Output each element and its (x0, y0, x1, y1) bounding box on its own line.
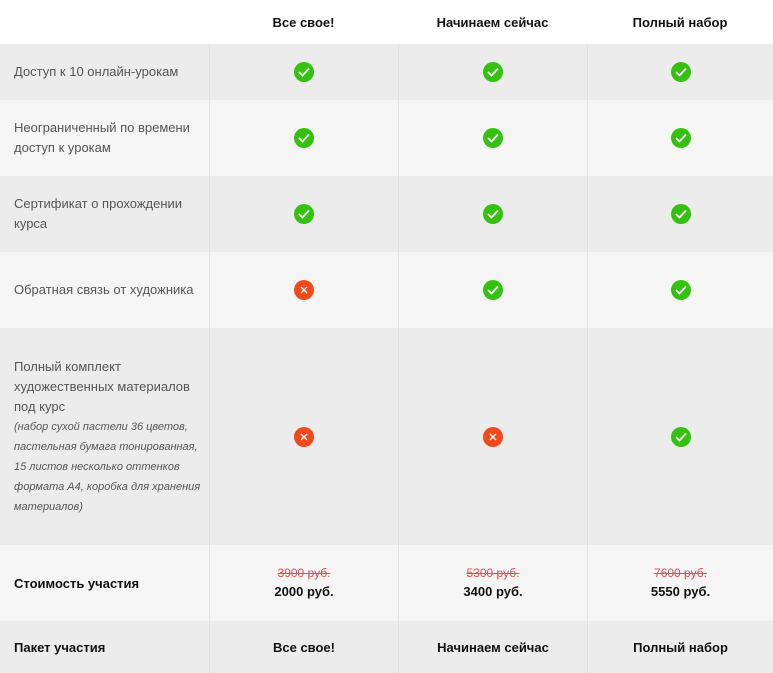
package-plan-2[interactable]: Начинаем сейчас (398, 621, 587, 673)
feature-5-plan-3 (587, 328, 773, 545)
check-icon (670, 62, 691, 82)
feature-5-plan-2 (398, 328, 587, 545)
check-icon (294, 62, 314, 82)
feature-3-plan-1 (209, 176, 398, 252)
feature-4-plan-1 (209, 252, 398, 328)
feature-5-plan-1 (209, 328, 398, 545)
feature-label: Полный комплект художественных материало… (14, 358, 190, 414)
package-plan-3[interactable]: Полный набор (587, 621, 773, 673)
feature-row-unlimited-access: Неограниченный по времени доступ к урока… (0, 100, 773, 176)
price-plan-3: 7600 руб. 5550 руб. (587, 545, 773, 621)
feature-1-plan-1 (209, 44, 398, 100)
price-row: Стоимость участия 3900 руб. 2000 руб. 53… (0, 545, 773, 621)
feature-1-plan-3 (587, 44, 773, 100)
feature-4-plan-2 (398, 252, 587, 328)
old-price: 3900 руб. (277, 566, 331, 580)
old-price: 7600 руб. (654, 566, 707, 580)
package-name[interactable]: Полный набор (633, 639, 728, 655)
check-icon (294, 128, 314, 148)
cross-icon (483, 426, 503, 447)
price-plan-2: 5300 руб. 3400 руб. (398, 545, 587, 621)
feature-label: Неограниченный по времени доступ к урока… (14, 120, 190, 155)
feature-row-feedback: Обратная связь от художника (0, 252, 773, 328)
feature-cell: Сертификат о прохождении курса (0, 176, 209, 252)
package-label: Пакет участия (14, 639, 106, 655)
check-icon (483, 280, 503, 300)
feature-note: (набор сухой пастели 36 цветов, пастельн… (14, 420, 201, 513)
package-name[interactable]: Начинаем сейчас (437, 639, 549, 655)
feature-3-plan-2 (398, 176, 587, 252)
check-icon (294, 204, 314, 224)
old-price: 5300 руб. (466, 566, 520, 580)
plan-header-1: Все свое! (272, 14, 335, 30)
feature-1-plan-2 (398, 44, 587, 100)
feature-4-plan-3 (587, 252, 773, 328)
plan-header-3: Полный набор (632, 14, 728, 30)
feature-label: Обратная связь от художника (14, 282, 194, 297)
price-plan-1: 3900 руб. 2000 руб. (209, 545, 398, 621)
check-icon (483, 204, 503, 224)
package-row: Пакет участия Все свое! Начинаем сейчас … (0, 621, 773, 673)
table-header-row: Все свое! Начинаем сейчас Полный набор (0, 0, 773, 44)
feature-2-plan-3 (587, 100, 773, 176)
feature-2-plan-2 (398, 100, 587, 176)
new-price: 3400 руб. (463, 584, 523, 599)
feature-row-certificate: Сертификат о прохождении курса (0, 176, 773, 252)
package-plan-1[interactable]: Все свое! (209, 621, 398, 673)
price-label: Стоимость участия (14, 575, 140, 591)
price-label-cell: Стоимость участия (0, 545, 209, 621)
check-icon (670, 426, 691, 447)
check-icon (670, 204, 691, 224)
plan-header-2: Начинаем сейчас (436, 14, 549, 30)
check-icon (483, 128, 503, 148)
new-price: 2000 руб. (274, 584, 334, 599)
check-icon (670, 280, 691, 300)
feature-row-online-lessons: Доступ к 10 онлайн-урокам (0, 44, 773, 100)
feature-2-plan-1 (209, 100, 398, 176)
feature-label: Доступ к 10 онлайн-урокам (14, 64, 179, 79)
header-empty-cell (0, 0, 209, 44)
check-icon (670, 128, 691, 148)
cross-icon (294, 280, 314, 300)
check-icon (483, 62, 503, 82)
package-label-cell: Пакет участия (0, 621, 209, 673)
feature-3-plan-3 (587, 176, 773, 252)
feature-label: Сертификат о прохождении курса (14, 196, 183, 231)
new-price: 5550 руб. (650, 584, 711, 599)
feature-cell: Обратная связь от художника (0, 252, 209, 328)
cross-icon (294, 426, 314, 447)
feature-cell: Полный комплект художественных материало… (0, 328, 209, 545)
feature-text-block: Полный комплект художественных материало… (14, 357, 201, 517)
feature-cell: Неограниченный по времени доступ к урока… (0, 100, 209, 176)
feature-row-materials-kit: Полный комплект художественных материало… (0, 328, 773, 545)
package-name[interactable]: Все свое! (272, 639, 335, 655)
feature-cell: Доступ к 10 онлайн-урокам (0, 44, 209, 100)
